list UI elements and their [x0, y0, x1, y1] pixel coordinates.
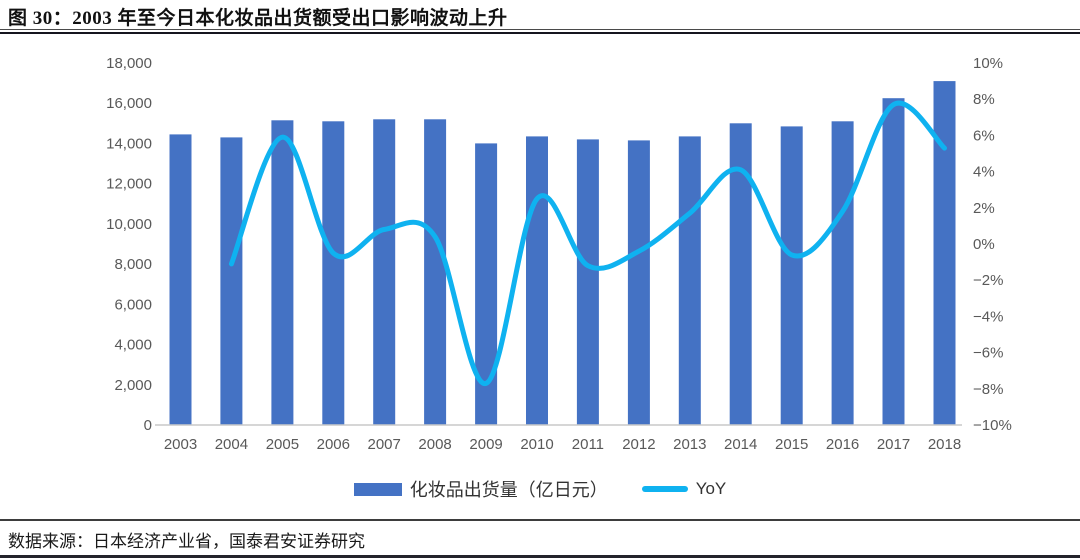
legend-item-shipment: 化妆品出货量（亿日元） — [353, 476, 608, 502]
x-axis-year-label: 2006 — [317, 436, 350, 453]
x-axis-year-label: 2014 — [724, 436, 757, 453]
left-axis-tick: 10,000 — [106, 216, 152, 233]
x-axis-year-label: 2004 — [215, 436, 248, 453]
right-axis-tick: 4% — [973, 164, 995, 181]
line-series-swatch — [641, 486, 688, 492]
bar-2005 — [271, 120, 294, 426]
x-axis-year-label: 2007 — [368, 436, 401, 453]
bar-2015 — [780, 126, 803, 426]
x-axis-year-label: 2015 — [775, 436, 808, 453]
x-axis-year-label: 2011 — [572, 436, 604, 453]
right-axis-tick: −4% — [973, 308, 1003, 325]
title-divider — [0, 29, 1080, 34]
x-axis-year-label: 2003 — [164, 436, 197, 453]
x-axis-year-label: 2016 — [826, 436, 859, 453]
left-axis-tick: 12,000 — [106, 176, 152, 193]
bar-2009 — [475, 143, 498, 425]
right-axis-tick: 6% — [973, 127, 995, 144]
bar-series-label: 化妆品出货量（亿日元） — [409, 480, 608, 500]
bar-2016 — [831, 121, 854, 426]
bar-2018 — [933, 81, 956, 425]
bar-2014 — [729, 123, 752, 426]
bar-2013 — [678, 136, 701, 425]
left-axis-tick: 18,000 — [106, 55, 152, 72]
left-axis-tick: 4,000 — [114, 337, 152, 354]
left-axis-tick: 8,000 — [114, 256, 152, 273]
bar-2017 — [882, 98, 905, 425]
left-axis-tick: 0 — [144, 417, 152, 434]
left-axis-tick: 16,000 — [106, 95, 152, 112]
right-axis-tick: −6% — [973, 345, 1003, 362]
combo-chart: 0 2,000 4,000 6,000 8,000 10,000 12,000 14,000 1… — [106, 55, 1012, 453]
figure-title: 图 30：2003 年至今日本化妆品出货额受出口影响波动上升 — [8, 8, 508, 29]
left-axis-tick: 6,000 — [114, 296, 152, 313]
x-axis-year-label: 2012 — [622, 436, 655, 453]
right-axis-tick: −8% — [973, 381, 1003, 398]
bar-series-swatch — [353, 482, 402, 496]
line-series-label: YoY — [695, 479, 727, 498]
bar-2010 — [526, 136, 548, 425]
left-axis-tick: 14,000 — [106, 135, 152, 152]
right-axis-tick: 8% — [973, 91, 995, 108]
footer-divider — [0, 519, 1080, 521]
right-axis-tick: −2% — [973, 272, 1003, 289]
bar-2007 — [373, 119, 396, 426]
bar-2008 — [424, 119, 447, 426]
yoy-line — [228, 100, 947, 386]
x-axis-year-label: 2009 — [469, 436, 502, 453]
right-axis-tick: 10% — [973, 55, 1003, 72]
x-axis-year-label: 2008 — [418, 436, 451, 453]
left-axis-tick: 2,000 — [114, 377, 152, 394]
bar-2011 — [576, 139, 599, 425]
x-axis-year-label: 2017 — [877, 436, 910, 453]
bar-2006 — [322, 121, 345, 426]
right-axis-tick: 2% — [973, 200, 995, 217]
bar-2012 — [627, 140, 650, 425]
bottom-divider — [0, 555, 1080, 558]
x-axis-year-label: 2010 — [520, 436, 553, 453]
bar-2004 — [220, 137, 243, 425]
x-axis-year-label: 2018 — [928, 436, 961, 453]
right-axis-tick: −10% — [973, 417, 1012, 434]
x-axis-year-label: 2013 — [673, 436, 706, 453]
x-axis-year-label: 2005 — [266, 436, 299, 453]
right-axis-tick: 0% — [973, 236, 995, 253]
data-source: 数据来源：日本经济产业省，国泰君安证券研究 — [8, 532, 365, 551]
legend-item-yoy: YoY — [641, 479, 727, 499]
chart-legend: 化妆品出货量（亿日元） YoY — [0, 476, 1080, 502]
bar-2003 — [169, 134, 192, 425]
